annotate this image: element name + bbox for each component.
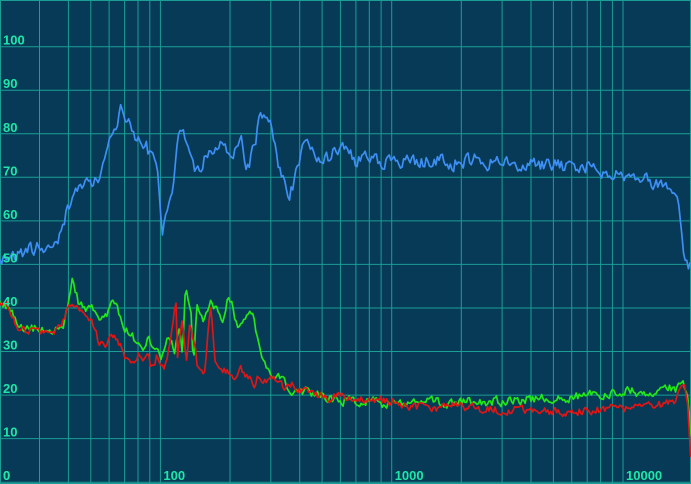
svg-text:0: 0	[3, 468, 10, 483]
svg-text:100: 100	[3, 33, 25, 48]
svg-text:50: 50	[3, 250, 17, 265]
svg-text:30: 30	[3, 338, 17, 353]
svg-text:40: 40	[3, 294, 17, 309]
svg-text:90: 90	[3, 76, 17, 91]
svg-text:10000: 10000	[626, 468, 662, 483]
svg-text:60: 60	[3, 207, 17, 222]
svg-text:80: 80	[3, 120, 17, 135]
svg-text:100: 100	[163, 468, 185, 483]
svg-text:1000: 1000	[395, 468, 424, 483]
svg-text:70: 70	[3, 163, 17, 178]
svg-text:10: 10	[3, 425, 17, 440]
svg-text:20: 20	[3, 381, 17, 396]
